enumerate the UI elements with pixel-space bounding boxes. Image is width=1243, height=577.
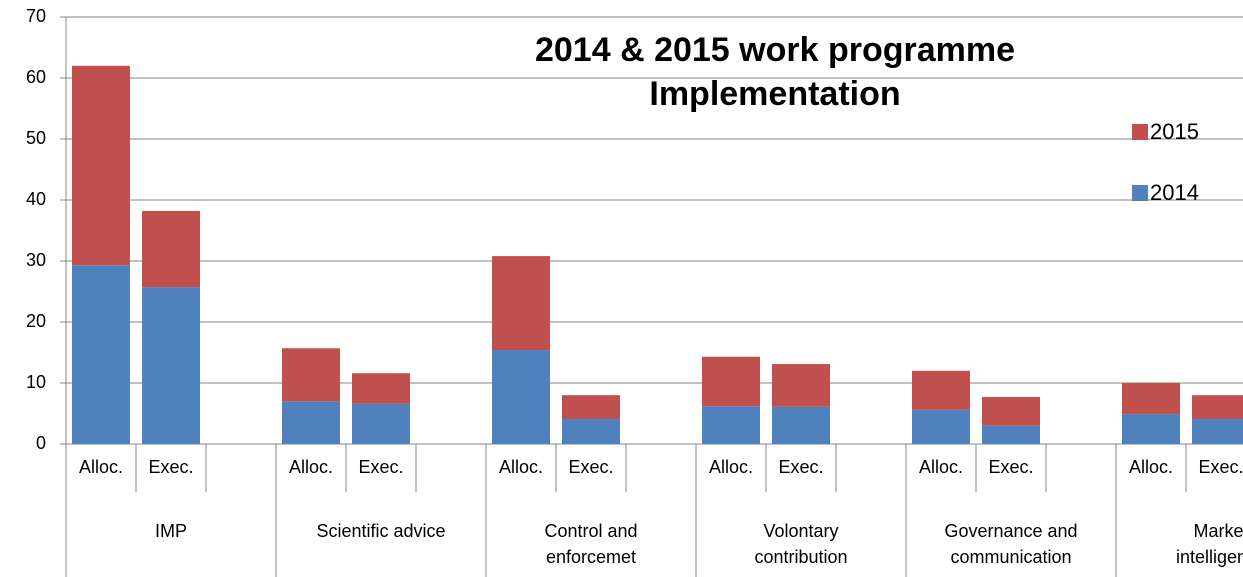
legend-swatch [1132, 185, 1148, 201]
chart-title: 2014 & 2015 work programme Implementatio… [534, 31, 1016, 113]
bar-segment [1122, 383, 1180, 415]
y-tick-label: 40 [26, 189, 46, 209]
legend-label: 2015 [1150, 119, 1199, 144]
legend-swatch [1132, 124, 1148, 140]
y-tick-label: 50 [26, 128, 46, 148]
x-tick-label: Exec. [148, 457, 193, 477]
x-tick-label: Alloc. [289, 457, 333, 477]
x-tick-label: Exec. [1198, 457, 1243, 477]
bar-segment [912, 409, 970, 444]
bar-segment [282, 401, 340, 444]
legend-label: 2014 [1150, 180, 1199, 205]
bar-segment [772, 406, 830, 444]
bar-segment [1122, 414, 1180, 444]
y-tick-label: 60 [26, 67, 46, 87]
bar-segment [702, 356, 760, 407]
bar-segment [72, 265, 130, 444]
bar-segment [912, 370, 970, 410]
bar-segment [72, 65, 130, 266]
group-label: Control and enforcemet [544, 521, 638, 567]
bar-segment [562, 418, 620, 444]
y-tick-label: 10 [26, 372, 46, 392]
x-tick-label: Exec. [778, 457, 823, 477]
x-tick-label: Alloc. [79, 457, 123, 477]
bar-segment [492, 350, 550, 444]
bar-segment [702, 406, 760, 444]
x-tick-label: Alloc. [1129, 457, 1173, 477]
bar-segment [142, 287, 200, 444]
group-label: Governance and communication [944, 521, 1078, 567]
group-label: Volontary contribution [754, 521, 848, 567]
bar-segment [562, 395, 620, 419]
bar-segment [772, 364, 830, 407]
y-tick-label: 70 [26, 6, 46, 26]
bar-segment [282, 348, 340, 402]
y-tick-label: 30 [26, 250, 46, 270]
bar-segment [1192, 418, 1243, 444]
bar-segment [142, 210, 200, 288]
x-tick-label: Alloc. [499, 457, 543, 477]
bar-segment [982, 397, 1040, 426]
x-tick-label: Exec. [358, 457, 403, 477]
y-tick-label: 20 [26, 311, 46, 331]
group-label: IMP [154, 521, 187, 541]
bar-segment [352, 373, 410, 404]
x-tick-label: Alloc. [919, 457, 963, 477]
bar-segment [982, 425, 1040, 444]
group-label: Market intelligence [1175, 521, 1243, 567]
bar-segment [1192, 395, 1243, 419]
bar-segment [352, 403, 410, 444]
group-label: Scientific advice [316, 521, 446, 541]
x-tick-label: Exec. [988, 457, 1033, 477]
bar-segment [492, 256, 550, 351]
x-tick-label: Alloc. [709, 457, 753, 477]
y-tick-label: 0 [36, 433, 46, 453]
x-tick-label: Exec. [568, 457, 613, 477]
